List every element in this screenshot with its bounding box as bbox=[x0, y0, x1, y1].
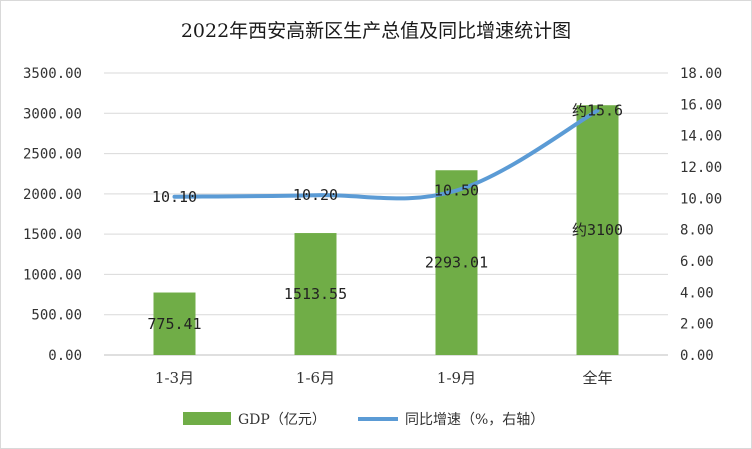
line-data-label: 约15.6 bbox=[572, 102, 623, 120]
x-axis-tick-label: 1-9月 bbox=[437, 369, 476, 387]
line-data-label: 10.10 bbox=[152, 188, 197, 206]
right-axis-tick-label: 18.00 bbox=[680, 66, 722, 82]
line-data-label: 10.20 bbox=[293, 186, 338, 204]
right-axis-tick-label: 0.00 bbox=[680, 348, 714, 364]
growth-line bbox=[172, 108, 600, 201]
line-data-label: 10.50 bbox=[434, 182, 479, 200]
data-labels: 775.41 1513.55 2293.01 约3100 10.10 10.20 10.50… bbox=[147, 102, 623, 333]
left-axis-tick-label: 3500.00 bbox=[23, 66, 82, 82]
x-axis-tick-label: 1-6月 bbox=[296, 369, 335, 387]
right-axis-tick-label: 14.00 bbox=[680, 129, 722, 145]
left-axis-tick-label: 0.00 bbox=[48, 348, 82, 364]
legend-label-gdp: GDP（亿元） bbox=[238, 412, 326, 428]
bar bbox=[294, 233, 337, 355]
bar bbox=[153, 292, 196, 355]
chart-title: 2022年西安高新区生产总值及同比增速统计图 bbox=[181, 20, 571, 42]
line-series bbox=[172, 108, 600, 201]
left-axis-ticks: 0.00 500.00 1000.00 1500.00 2000.00 2500.00 30… bbox=[23, 66, 82, 364]
right-axis-tick-label: 8.00 bbox=[680, 223, 714, 239]
legend-swatch-gdp bbox=[183, 412, 231, 425]
right-axis-tick-label: 10.00 bbox=[680, 191, 722, 207]
right-axis-tick-label: 16.00 bbox=[680, 97, 722, 113]
left-axis-tick-label: 1000.00 bbox=[23, 267, 82, 283]
left-axis-tick-label: 2000.00 bbox=[23, 187, 82, 203]
right-axis-tick-label: 6.00 bbox=[680, 254, 714, 270]
left-axis-tick-label: 2500.00 bbox=[23, 147, 82, 163]
right-axis-ticks: 0.00 2.00 4.00 6.00 8.00 10.00 12.00 14.00 16.00… bbox=[680, 66, 722, 364]
left-axis-tick-label: 3000.00 bbox=[23, 106, 82, 122]
x-axis-tick-label: 1-3月 bbox=[155, 369, 194, 387]
right-axis-tick-label: 4.00 bbox=[680, 285, 714, 301]
bar bbox=[576, 105, 619, 355]
legend-label-growth: 同比增速（%，右轴） bbox=[405, 412, 544, 428]
right-axis-tick-label: 2.00 bbox=[680, 317, 714, 333]
bar-series bbox=[153, 105, 619, 355]
x-axis-ticks: 1-3月 1-6月 1-9月 全年 bbox=[155, 369, 613, 387]
legend: GDP（亿元） 同比增速（%，右轴） bbox=[183, 412, 544, 428]
bar-data-label: 1513.55 bbox=[284, 285, 347, 303]
bar bbox=[435, 170, 478, 355]
left-axis-tick-label: 1500.00 bbox=[23, 227, 82, 243]
gridlines bbox=[104, 72, 668, 356]
bar-data-label: 2293.01 bbox=[425, 254, 488, 272]
left-axis-tick-label: 500.00 bbox=[31, 308, 82, 324]
x-axis-tick-label: 全年 bbox=[582, 369, 612, 387]
bar-data-label: 约3100 bbox=[572, 221, 623, 239]
right-axis-tick-label: 12.00 bbox=[680, 160, 722, 176]
bar-data-label: 775.41 bbox=[147, 315, 201, 333]
